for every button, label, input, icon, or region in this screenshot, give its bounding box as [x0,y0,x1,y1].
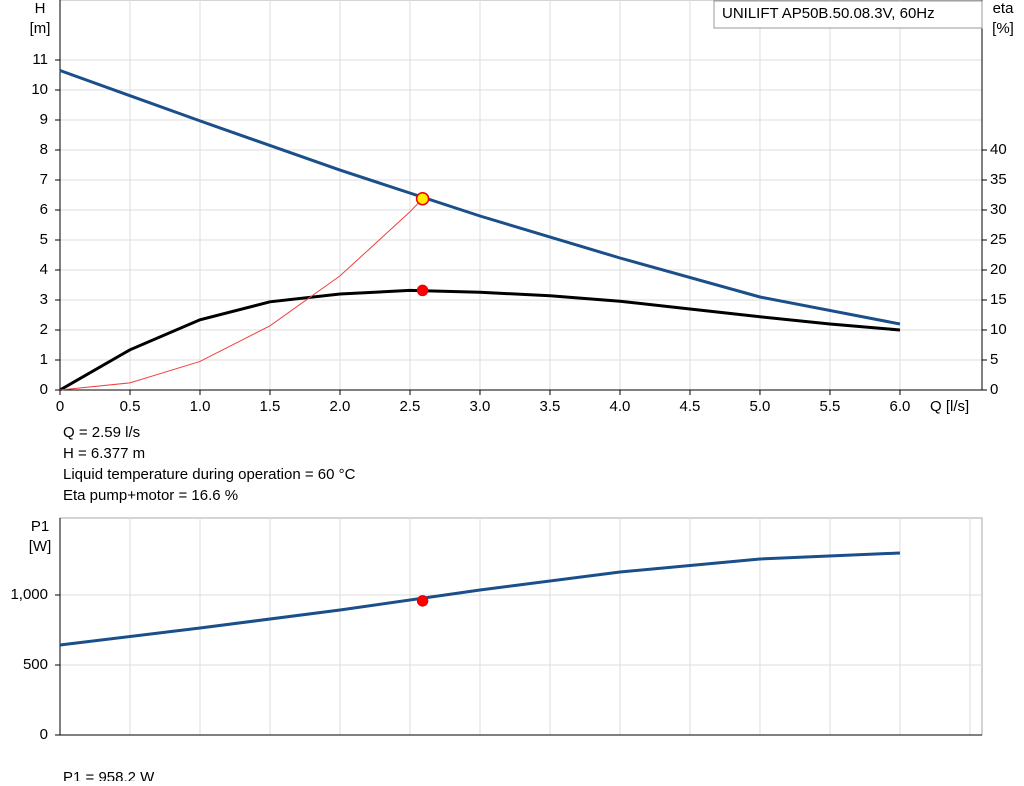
y-tick-label: 2 [40,321,48,338]
y2-tick-label: 0 [990,381,998,398]
curve [59,288,901,392]
x-tick-label: 2.5 [400,398,421,415]
annotation: Q = 2.59 l/s [63,424,140,441]
y-tick-label: 10 [31,81,48,98]
y-tick-label: 8 [40,141,48,158]
x-tick-label: 5.5 [820,398,841,415]
x-tick-label: 5.0 [750,398,771,415]
x-tick-label: 3.5 [540,398,561,415]
y-tick-label: 5 [40,231,48,248]
y-label: P1 [31,518,49,535]
y-tick-label: 6 [40,201,48,218]
operating-point [416,284,429,297]
curve [59,69,901,326]
annotation: P1 = 958.2 W [63,769,155,781]
y-tick-label: 500 [23,656,48,673]
operating-point [415,191,430,206]
y-unit: [m] [30,20,51,37]
x-tick-label: 6.0 [890,398,911,415]
x-label: Q [l/s] [930,398,969,415]
x-tick-label: 3.0 [470,398,491,415]
x-tick-label: 0.5 [120,398,141,415]
y-tick-label: 4 [40,261,48,278]
annotation: Eta pump+motor = 16.6 % [63,487,238,504]
y2-tick-label: 15 [990,291,1007,308]
curve [59,198,423,391]
x-tick-label: 4.0 [610,398,631,415]
x-tick-label: 1.0 [190,398,211,415]
y2-tick-label: 40 [990,141,1007,158]
y2-tick-label: 30 [990,201,1007,218]
y-tick-label: 7 [40,171,48,188]
x-tick-label: 1.5 [260,398,281,415]
y-tick-label: 1,000 [10,586,48,603]
y2-tick-label: 10 [990,321,1007,338]
y2-tick-label: 5 [990,351,998,368]
y2-tick-label: 35 [990,171,1007,188]
y-label: H [35,0,46,17]
y-tick-label: 3 [40,291,48,308]
x-tick-label: 2.0 [330,398,351,415]
y-unit: [W] [29,538,52,555]
y-tick-label: 0 [40,381,48,398]
y2-label: eta [993,0,1015,17]
operating-point [416,595,429,607]
y-tick-label: 9 [40,111,48,128]
curve [59,551,901,647]
y-tick-label: 1 [40,351,48,368]
y-tick-label: 11 [32,51,48,68]
plot-frame [59,0,983,391]
legend-label: UNILIFT AP50B.50.08.3V, 60Hz [722,5,935,22]
annotation: Liquid temperature during operation = 60… [63,466,356,483]
legend-box [713,0,983,29]
annotation: H = 6.377 m [63,445,145,462]
y-tick-label: 0 [40,726,48,743]
y2-tick-label: 25 [990,231,1007,248]
y2-unit: [%] [992,20,1014,37]
y2-tick-label: 20 [990,261,1007,278]
plot-frame [59,517,983,736]
x-tick-label: 0 [56,398,64,415]
x-tick-label: 4.5 [680,398,701,415]
